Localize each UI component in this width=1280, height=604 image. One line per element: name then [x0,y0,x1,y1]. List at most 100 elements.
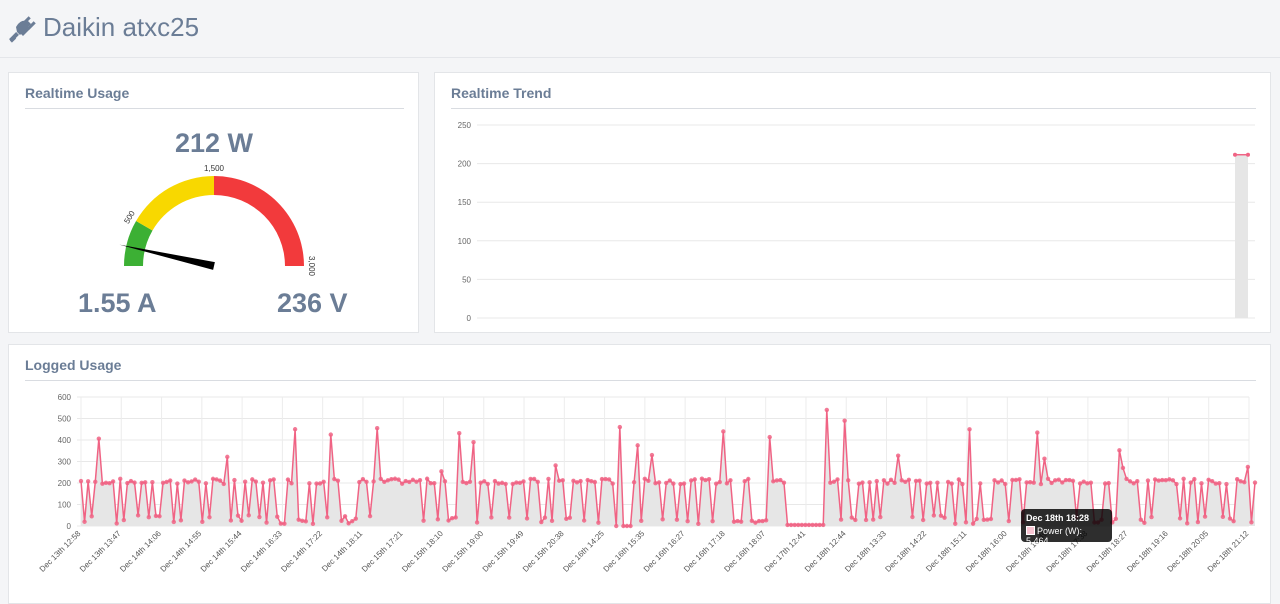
logged-point [328,432,333,437]
logged-point [542,515,548,520]
logged-point [399,481,405,486]
logged-point [699,476,705,481]
logged-x-tick-label: Dec 13th 12:58 [38,529,83,574]
logged-point [1035,430,1040,435]
logged-y-tick-label: 400 [58,436,72,445]
logged-point [496,481,501,486]
logged-point [335,478,341,483]
logged-point [232,477,237,483]
realtime-trend-card: Realtime Trend 250 200 150 100 50 0 [434,72,1271,333]
logged-point [1163,477,1168,483]
power-gauge: 500 1,500 3,000 [119,164,316,277]
logged-x-tick-label: Dec 14th 14:06 [118,529,163,574]
logged-point [107,481,112,486]
logged-point [189,479,194,484]
logged-usage-title: Logged Usage [25,357,122,373]
logged-point [574,480,580,485]
logged-point [724,481,730,486]
logged-point [1081,479,1086,484]
logged-point [471,439,476,445]
logged-point [796,522,801,528]
logged-point [303,519,309,524]
logged-point [307,481,312,486]
page-title: Daikin atxc25 [43,12,200,42]
logged-point [642,476,648,482]
trend-area [1235,154,1248,318]
logged-point [385,478,391,483]
logged-point [981,517,987,522]
logged-point [414,479,419,484]
logged-point [182,478,187,483]
logged-point [938,513,944,518]
logged-point [1135,479,1140,484]
page-header: Daikin atxc25 [0,0,1280,58]
logged-point [870,517,876,522]
logged-point [428,481,433,486]
logged-point [478,480,483,485]
card-divider [451,108,1256,109]
logged-x-tick-label: Dec 17th 12:41 [763,529,808,574]
logged-area [81,409,1255,526]
gauge-tick-label: 500 [122,209,137,226]
logged-point [146,515,151,520]
logged-point [296,517,301,522]
logged-point [963,520,969,525]
logged-point [175,481,180,486]
logged-point [667,478,672,483]
logged-point [813,522,819,528]
logged-point [653,481,658,486]
logged-point [556,478,562,483]
logged-point [731,519,737,524]
logged-point [988,516,994,522]
logged-point [1027,480,1033,485]
logged-point [606,477,612,482]
logged-x-tick-label: Dec 18th 14:22 [883,529,928,574]
logged-y-tick-label: 0 [67,522,72,531]
logged-point [164,479,169,485]
logged-point [1013,477,1019,483]
logged-point [678,481,683,487]
logged-point [1234,477,1240,482]
logged-point [467,479,473,485]
logged-x-tick-label: Dec 15th 18:10 [400,529,445,574]
logged-x-tick-label: Dec 16th 18:07 [722,529,767,574]
logged-x-tick-label: Dec 18th 21:12 [1206,529,1251,574]
logged-point [310,521,316,527]
logged-point [860,480,865,485]
logged-point [1202,514,1208,519]
logged-point [1070,478,1076,484]
logged-point [1106,480,1111,486]
logged-point [1217,481,1222,486]
logged-point [424,476,430,481]
logged-point [778,477,783,483]
logged-point [221,481,226,487]
logged-point [1199,481,1204,486]
logged-point [225,454,230,460]
logged-point [85,479,91,484]
logged-point [125,480,130,486]
logged-x-tick-label: Dec 15th 19:00 [440,529,485,574]
logged-point [1195,519,1201,525]
logged-point [1045,476,1051,481]
logged-point [289,481,294,486]
logged-point [239,518,244,523]
logged-point [1224,481,1229,487]
logged-point [1220,514,1226,520]
logged-point [1177,516,1183,521]
logged-point [635,443,640,448]
logged-point [1131,481,1136,486]
logged-point [885,481,890,486]
logged-point [168,478,173,483]
logged-point [217,478,223,483]
logged-point [824,407,829,413]
logged-point [970,521,976,526]
logged-point [603,476,608,482]
logged-point [660,517,665,522]
logged-point [342,514,348,519]
logged-point [160,480,166,486]
logged-point [421,518,426,523]
logged-point [1252,480,1258,485]
logged-usage-card: Logged Usage 600 500 400 300 200 100 0 Dec 13th… [8,344,1271,604]
logged-point [1120,465,1126,471]
